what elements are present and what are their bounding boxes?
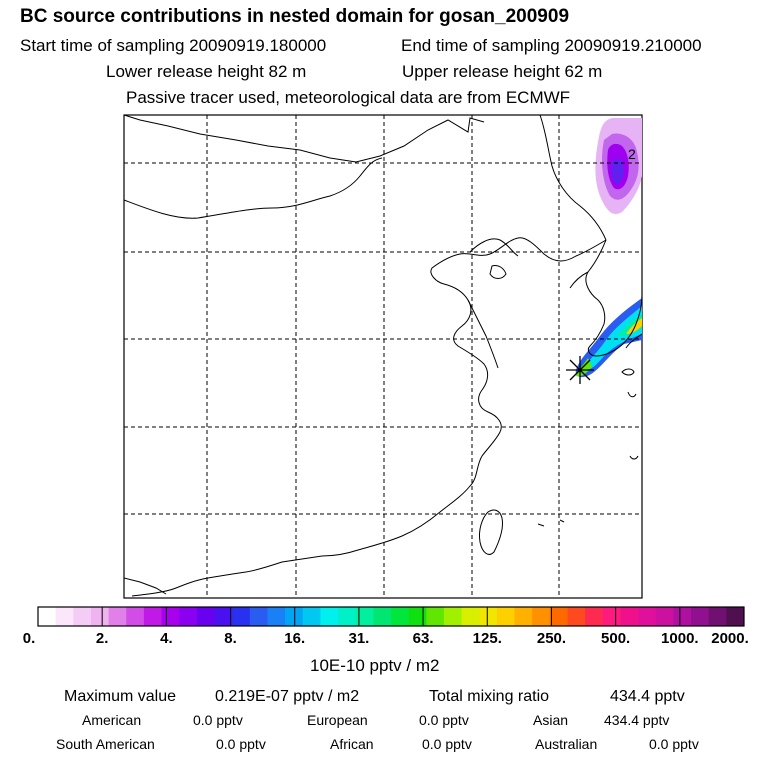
colorbar-frame bbox=[37, 606, 745, 627]
colorbar-tick-label: 0. bbox=[22, 630, 36, 647]
colorbar-swatch bbox=[443, 607, 463, 626]
colorbar-swatch bbox=[338, 607, 357, 626]
region-value-american: 0.0 pptv bbox=[193, 712, 243, 728]
colorbar bbox=[38, 607, 745, 626]
colorbar-tick-label: 250. bbox=[536, 630, 567, 647]
colorbar-tick-label: 16. bbox=[284, 630, 306, 647]
colorbar-swatch bbox=[302, 607, 321, 626]
colorbar-swatch bbox=[514, 607, 533, 626]
region-name-american: American bbox=[82, 712, 142, 728]
colorbar-swatch bbox=[179, 607, 198, 626]
tracer-note: Passive tracer used, meteorological data… bbox=[126, 88, 571, 107]
colorbar-swatch bbox=[214, 607, 233, 626]
colorbar-swatch bbox=[73, 607, 92, 626]
region-value-european: 0.0 pptv bbox=[419, 712, 469, 728]
colorbar-swatch bbox=[408, 607, 427, 626]
colorbar-swatch bbox=[461, 607, 480, 626]
region-name-african: African bbox=[330, 736, 374, 752]
colorbar-swatch bbox=[496, 607, 516, 626]
colorbar-tick-label: 31. bbox=[348, 630, 370, 647]
colorbar-swatch bbox=[143, 607, 163, 626]
colorbar-unit: 10E-10 pptv / m2 bbox=[310, 656, 440, 675]
colorbar-swatch bbox=[602, 607, 621, 626]
region-name-australian: Australian bbox=[535, 736, 598, 752]
colorbar-swatch bbox=[161, 607, 180, 626]
colorbar-tick-label: 4. bbox=[160, 630, 173, 647]
colorbar-tick-label: 2. bbox=[95, 630, 109, 647]
colorbar-swatch bbox=[108, 607, 127, 626]
colorbar-tick-label: 125. bbox=[472, 630, 502, 647]
colorbar-swatch bbox=[585, 607, 604, 626]
colorbar-swatch bbox=[708, 607, 727, 626]
region-name-south-american: South American bbox=[56, 736, 155, 752]
plot-title: BC source contributions in nested domain… bbox=[20, 6, 570, 27]
colorbar-swatch bbox=[620, 607, 639, 626]
colorbar-tick-label: 2000. bbox=[711, 630, 749, 647]
colorbar-swatch bbox=[673, 607, 692, 626]
colorbar-swatch bbox=[726, 607, 745, 626]
end-time: End time of sampling 20090919.210000 bbox=[401, 36, 702, 55]
colorbar-tick-label: 500. bbox=[601, 630, 631, 647]
colorbar-swatch bbox=[391, 607, 410, 626]
colorbar-swatch bbox=[232, 607, 251, 626]
region-value-african: 0.0 pptv bbox=[422, 736, 472, 752]
colorbar-swatch bbox=[55, 607, 74, 626]
colorbar-swatch bbox=[285, 607, 304, 626]
colorbar-swatch bbox=[126, 607, 145, 626]
colorbar-swatch bbox=[355, 607, 374, 626]
colorbar-swatch bbox=[426, 607, 445, 626]
contour-label: 2 bbox=[628, 146, 636, 162]
plume-northeast bbox=[595, 118, 642, 215]
start-time: Start time of sampling 20090919.180000 bbox=[20, 36, 327, 55]
colorbar-swatch bbox=[655, 607, 674, 626]
receptor-marker bbox=[566, 356, 594, 384]
region-name-european: European bbox=[307, 712, 368, 728]
coastlines bbox=[123, 114, 643, 597]
colorbar-tick-label: 1000. bbox=[661, 630, 699, 647]
colorbar-swatch bbox=[532, 607, 551, 626]
colorbar-swatch bbox=[638, 607, 657, 626]
region-value-south-american: 0.0 pptv bbox=[216, 736, 266, 752]
colorbar-swatch bbox=[479, 607, 498, 626]
upper-release-height: Upper release height 62 m bbox=[402, 62, 603, 81]
graticule bbox=[124, 115, 642, 598]
colorbar-swatch bbox=[549, 607, 568, 626]
colorbar-swatch bbox=[320, 607, 339, 626]
colorbar-swatch bbox=[267, 607, 286, 626]
region-value-asian: 434.4 pptv bbox=[604, 712, 670, 728]
colorbar-tick-label: 8. bbox=[224, 630, 237, 647]
colorbar-swatch bbox=[691, 607, 710, 626]
region-value-australian: 0.0 pptv bbox=[649, 736, 699, 752]
colorbar-tick-label: 63. bbox=[412, 630, 434, 647]
colorbar-swatch bbox=[249, 607, 268, 626]
max-value-label: Maximum value bbox=[64, 688, 177, 705]
region-name-asian: Asian bbox=[533, 712, 569, 728]
max-value: 0.219E-07 pptv / m2 bbox=[215, 688, 360, 705]
colorbar-swatch bbox=[90, 607, 110, 626]
total-mixing-ratio-label: Total mixing ratio bbox=[429, 688, 550, 705]
colorbar-swatch bbox=[196, 607, 215, 626]
total-mixing-ratio-value: 434.4 pptv bbox=[610, 688, 685, 705]
map-frame bbox=[123, 114, 643, 599]
lower-release-height: Lower release height 82 m bbox=[106, 62, 307, 81]
colorbar-swatch bbox=[38, 607, 57, 626]
colorbar-swatch bbox=[567, 607, 586, 626]
colorbar-swatch bbox=[373, 607, 392, 626]
